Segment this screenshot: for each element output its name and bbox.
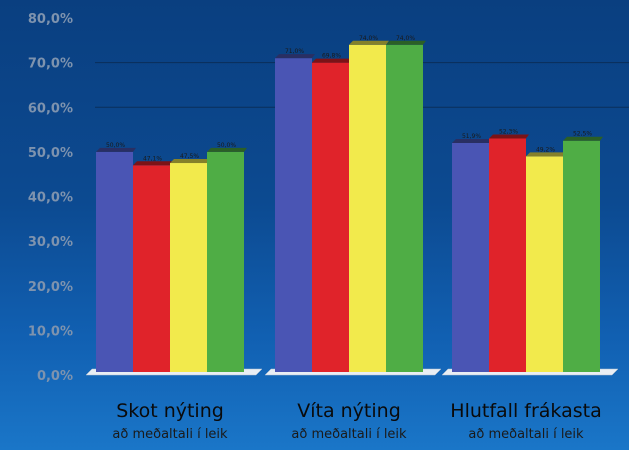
bar-top-face [133,161,173,166]
bar-data-label: 49,2% [536,146,555,153]
bar [386,44,423,373]
bar-data-label: 52,3% [499,128,518,135]
bar-top-face [452,138,492,143]
y-tick-label: 30,0% [28,235,73,250]
bar-data-label: 47,1% [143,155,162,162]
bar-top-face [489,134,529,139]
bar [452,142,489,372]
bar [349,44,386,373]
bar-data-label: 51,9% [462,133,481,140]
category-subtitle: að meðaltali í leik [468,427,584,442]
bar-data-label: 69,8% [322,53,341,60]
bar [489,138,526,372]
bar [275,58,312,372]
category-title: Hlutfall frákasta [450,400,601,422]
bar [207,151,244,372]
category-subtitle: að meðaltali í leik [112,427,228,442]
y-tick-label: 10,0% [28,324,73,339]
bar [170,163,207,372]
y-tick-label: 0,0% [37,369,73,384]
bar-top-face [563,136,603,141]
bar-top-face [275,54,315,59]
y-tick-label: 80,0% [28,12,73,27]
bar-top-face [526,152,566,157]
bar-data-label: 50,0% [106,142,125,149]
bar [526,156,563,372]
y-tick-label: 20,0% [28,280,73,295]
y-tick-label: 40,0% [28,191,73,206]
bar-data-label: 50,0% [217,142,236,149]
bar-data-label: 74,0% [359,35,378,42]
bar-data-label: 74,0% [396,35,415,42]
bar-data-label: 47,5% [180,153,199,160]
bar [133,165,170,372]
y-tick-label: 60,0% [28,101,73,116]
bar [96,151,133,372]
bar-top-face [312,58,352,63]
category-title: Skot nýting [116,400,224,422]
bar-top-face [96,147,136,152]
bar-top-face [386,40,426,45]
y-tick-label: 70,0% [28,57,73,72]
category-title: Víta nýting [297,400,401,422]
bar [563,140,600,372]
bar-data-label: 52,5% [573,131,592,138]
category-subtitle: að meðaltali í leik [291,427,407,442]
bar-top-face [349,40,389,45]
bar [312,62,349,372]
bar-top-face [170,159,210,164]
y-tick-label: 50,0% [28,146,73,161]
bar-top-face [207,147,247,152]
bar-data-label: 71,0% [285,48,304,55]
